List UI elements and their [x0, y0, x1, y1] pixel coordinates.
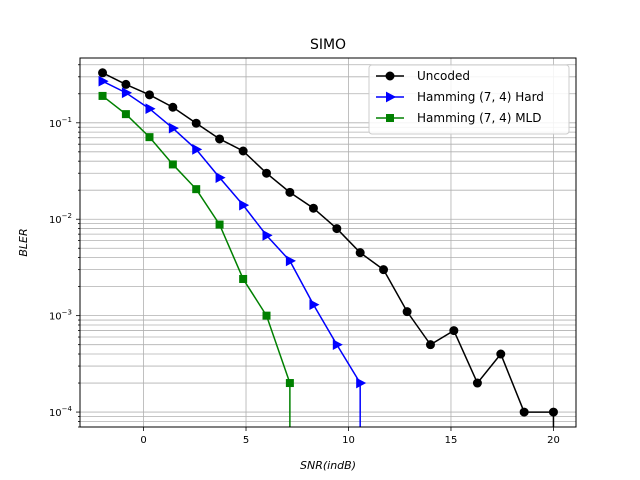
data-point [145, 133, 154, 142]
legend-entry: Hamming (7, 4) MLD [376, 111, 541, 125]
series-layer [98, 68, 558, 427]
chart-title: SIMO [310, 37, 346, 53]
data-point [121, 87, 132, 99]
data-point [356, 377, 367, 389]
data-point [548, 407, 558, 417]
data-point [144, 90, 154, 100]
data-point [215, 134, 225, 144]
legend-box [368, 64, 570, 135]
x-tick-label: 15 [445, 435, 458, 446]
data-point [519, 407, 529, 417]
legend-label: Hamming (7, 4) MLD [417, 111, 541, 125]
y-axis-title: BLER [17, 228, 30, 256]
data-point [121, 79, 131, 89]
data-point [168, 102, 178, 112]
data-point [332, 339, 343, 350]
legend: Uncoded Hamming (7, 4) Hard Hamming (7, 4)… [368, 64, 570, 135]
data-point [332, 224, 342, 234]
series-2 [98, 91, 294, 427]
data-point [472, 378, 482, 388]
data-point [239, 199, 250, 211]
data-point [285, 187, 295, 197]
data-point [285, 379, 294, 388]
data-point [215, 220, 224, 229]
series-1 [98, 75, 367, 427]
data-point [191, 118, 201, 128]
legend-marker [385, 71, 395, 81]
data-point [402, 307, 412, 317]
data-point [168, 122, 179, 134]
legend-label: Uncoded [417, 69, 470, 83]
data-point [98, 91, 107, 100]
data-point [308, 203, 318, 213]
legend-entry: Uncoded [376, 69, 470, 83]
data-point [496, 349, 506, 359]
data-point [239, 274, 248, 283]
data-point [238, 146, 248, 156]
legend-entry: Hamming (7, 4) Hard [376, 90, 544, 104]
data-point [215, 172, 226, 183]
data-point [192, 144, 203, 155]
data-point [262, 230, 273, 241]
data-point [449, 326, 459, 336]
x-tick-label: 5 [243, 435, 249, 446]
x-axis-title: SNR(indB) [300, 459, 356, 472]
data-point [262, 311, 271, 320]
data-point [121, 110, 130, 119]
data-point [379, 265, 389, 275]
series-0 [98, 68, 558, 427]
data-point [168, 160, 177, 169]
legend-label: Hamming (7, 4) Hard [417, 90, 544, 104]
series-line [102, 72, 554, 413]
data-point [192, 185, 201, 194]
data-point [285, 255, 296, 267]
x-tick-label: 20 [547, 435, 560, 446]
data-point [309, 299, 320, 310]
data-point [145, 103, 156, 115]
data-point [425, 340, 435, 350]
legend-marker [386, 114, 394, 122]
x-tick-label: 10 [342, 435, 355, 446]
data-point [98, 68, 108, 78]
data-point [262, 168, 272, 178]
legend-marker [386, 91, 397, 103]
data-point [355, 248, 365, 258]
x-tick-label: 0 [140, 435, 146, 446]
data-point [98, 75, 109, 87]
plot-frame [79, 57, 577, 428]
